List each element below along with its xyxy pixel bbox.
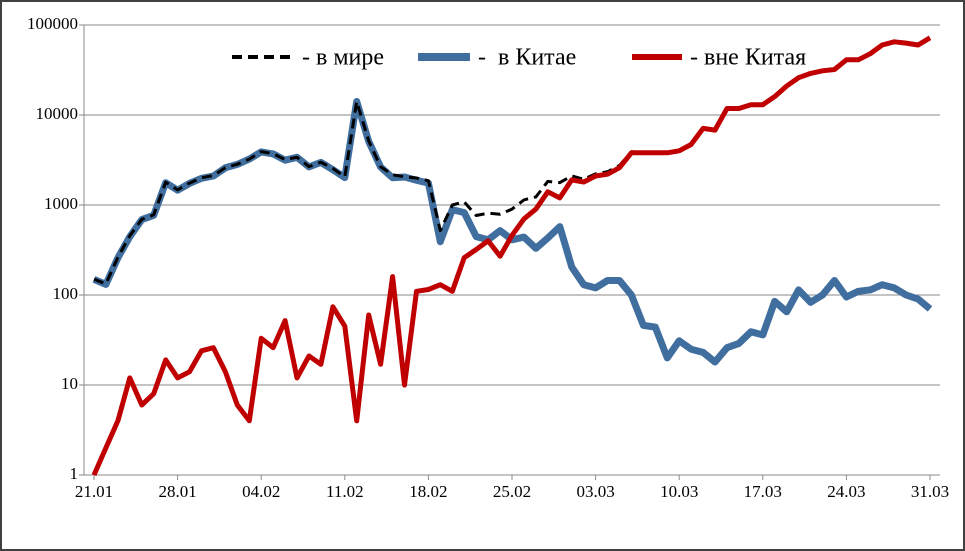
y-tick-label: 1000 <box>44 194 78 213</box>
x-tick-label: 04.02 <box>242 482 280 501</box>
x-tick-label: 28.01 <box>158 482 196 501</box>
x-tick-label: 21.01 <box>75 482 113 501</box>
x-tick-label: 25.02 <box>493 482 531 501</box>
x-tick-label: 18.02 <box>409 482 447 501</box>
series-line <box>91 35 932 477</box>
legend-label: - вне Китая <box>690 45 806 71</box>
legend-label: - в Китае <box>478 45 576 71</box>
y-tick-label: 10000 <box>36 104 79 123</box>
x-tick-label: 11.02 <box>326 482 364 501</box>
legend-label: - в мире <box>302 45 384 71</box>
x-tick-label: 24.03 <box>827 482 865 501</box>
y-tick-label: 100000 <box>27 14 78 33</box>
y-tick-label: 1 <box>70 464 79 483</box>
x-tick-label: 17.03 <box>744 482 782 501</box>
y-tick-label: 10 <box>61 374 78 393</box>
x-tick-label: 31.03 <box>911 482 949 501</box>
x-tick-label: 03.03 <box>576 482 614 501</box>
y-tick-label: 100 <box>53 284 79 303</box>
x-tick-label: 10.03 <box>660 482 698 501</box>
